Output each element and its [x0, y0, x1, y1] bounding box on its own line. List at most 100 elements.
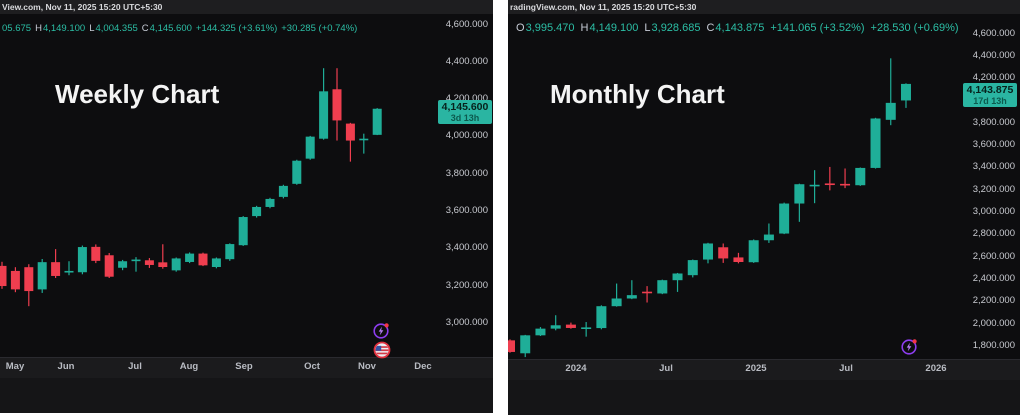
us-flag-icon[interactable]	[373, 341, 391, 359]
price-axis-label: 3,200.000	[972, 183, 1015, 195]
candle-up	[763, 223, 774, 243]
price-axis-label: 4,200.000	[445, 93, 488, 105]
candle-up	[118, 259, 128, 271]
time-axis-label: Jun	[57, 361, 75, 372]
ohlc-segment: O3,995.470	[516, 22, 575, 34]
candle-down	[733, 252, 744, 264]
candle-up	[779, 202, 790, 235]
attribution-bar: radingView.com, Nov 11, 2025 15:20 UTC+5…	[508, 0, 1020, 14]
price-axis[interactable]: 4,600.0004,400.0004,200.0004,000.0003,80…	[958, 0, 1020, 415]
price-axis-label: 3,400.000	[972, 161, 1015, 173]
time-axis-label: Jul	[659, 363, 673, 374]
time-axis-label: May	[5, 361, 25, 372]
price-axis-label: 3,600.000	[445, 205, 488, 216]
candle-up	[550, 315, 561, 331]
price-axis-label: 2,400.000	[972, 273, 1015, 285]
time-axis-label: Jul	[128, 361, 142, 372]
bar-countdown: 3d 13h	[450, 113, 480, 123]
candle-down	[51, 249, 61, 279]
price-axis-label: 2,000.000	[972, 317, 1015, 329]
time-axis-label: 2026	[925, 363, 947, 374]
candle-down	[144, 258, 154, 268]
candle-up	[657, 279, 668, 295]
candle-up	[520, 334, 531, 358]
weekly-chart-panel: View.com, Nov 11, 2025 15:20 UTC+5:30 05…	[0, 0, 493, 413]
candle-up	[37, 258, 47, 293]
time-axis-label: 2025	[745, 363, 767, 374]
ohlc-segment: H4,149.100	[580, 22, 639, 34]
candle-up	[77, 245, 87, 275]
ohlc-segment: +141.065 (+3.52%)	[770, 22, 865, 34]
time-axis-label: 2024	[565, 363, 587, 374]
time-axis-label: Oct	[304, 361, 320, 372]
time-axis[interactable]: May Jun Jul Aug Sep Oct Nov Dec	[0, 357, 493, 378]
page-title: Monthly Chart	[550, 79, 725, 109]
candle-down	[158, 244, 168, 269]
lightning-events-icon[interactable]	[372, 322, 390, 340]
price-axis-label: 1,800.000	[972, 339, 1015, 351]
candle-up	[292, 159, 302, 185]
candle-up	[596, 305, 607, 330]
bar-countdown: 17d 13h	[973, 96, 1007, 106]
price-axis-label: 2,800.000	[972, 228, 1015, 240]
candlestick-plot[interactable]	[0, 0, 493, 413]
candlestick-plot[interactable]	[508, 0, 1020, 415]
price-axis-label: 3,800.000	[972, 116, 1015, 128]
candle-up	[885, 58, 896, 126]
candle-down	[642, 286, 653, 303]
price-axis-label: 3,000.000	[972, 206, 1015, 218]
time-axis[interactable]: 2024 Jul 2025 Jul 2026	[508, 359, 1020, 380]
candle-up	[794, 183, 805, 222]
panel-bottom-margin	[0, 378, 493, 413]
price-axis-label: 3,600.000	[972, 139, 1015, 151]
candle-up	[372, 108, 382, 136]
ohlc-readout: O3,995.470 H4,149.100 L3,928.685 C4,143.875…	[516, 22, 959, 34]
price-axis-label: 2,600.000	[972, 250, 1015, 262]
candle-down	[718, 243, 729, 263]
last-price-label: 4,143.875 17d 13h	[963, 83, 1017, 107]
candle-up	[809, 170, 820, 204]
candle-up	[185, 252, 195, 264]
monthly-chart-panel: radingView.com, Nov 11, 2025 15:20 UTC+5…	[508, 0, 1020, 415]
candle-down	[332, 68, 342, 141]
candle-down	[508, 339, 515, 353]
candle-up	[748, 239, 759, 263]
ohlc-segment: +30.285 (+0.74%)	[281, 23, 358, 34]
price-axis-label: 3,400.000	[445, 242, 488, 254]
candle-up	[278, 184, 288, 199]
candle-up	[855, 167, 866, 186]
price-axis-label: 3,200.000	[445, 279, 488, 291]
lightning-events-icon[interactable]	[900, 338, 918, 356]
ohlc-segment: +144.325 (+3.61%)	[195, 23, 278, 34]
time-axis-label: Dec	[414, 361, 432, 372]
price-axis-label: 4,000.000	[445, 130, 488, 142]
price-axis-label: 2,200.000	[972, 295, 1015, 307]
attribution-text: View.com, Nov 11, 2025 15:20 UTC+5:30	[2, 2, 163, 12]
candle-up	[672, 272, 683, 292]
candle-down	[10, 267, 20, 293]
candle-up	[64, 261, 74, 276]
ohlc-segment: C4,143.875	[706, 22, 765, 34]
candle-up	[171, 257, 181, 272]
page-title: Weekly Chart	[55, 79, 220, 109]
price-axis-label: 4,600.000	[972, 27, 1015, 39]
candle-down	[565, 322, 576, 329]
time-axis-label: Sep	[235, 361, 253, 372]
price-axis-label: 3,000.000	[445, 316, 488, 328]
price-axis-label: 4,400.000	[445, 55, 488, 67]
candle-up	[211, 257, 221, 269]
ohlc-segment: H4,149.100	[35, 23, 86, 34]
attribution-bar: View.com, Nov 11, 2025 15:20 UTC+5:30	[0, 0, 493, 14]
ohlc-segment: +28.530 (+0.69%)	[870, 22, 959, 34]
candle-down	[24, 264, 34, 307]
candle-up	[535, 327, 546, 336]
candle-up	[131, 257, 141, 272]
time-axis-label: Aug	[179, 361, 199, 372]
candle-up	[900, 83, 911, 108]
time-axis-label: Jul	[839, 363, 853, 374]
ohlc-readout: 05.675 H4,149.100 L4,004.355 C4,145.600 +144…	[2, 23, 357, 34]
candle-down	[840, 168, 851, 189]
candle-up	[359, 133, 369, 154]
candle-down	[0, 261, 7, 289]
